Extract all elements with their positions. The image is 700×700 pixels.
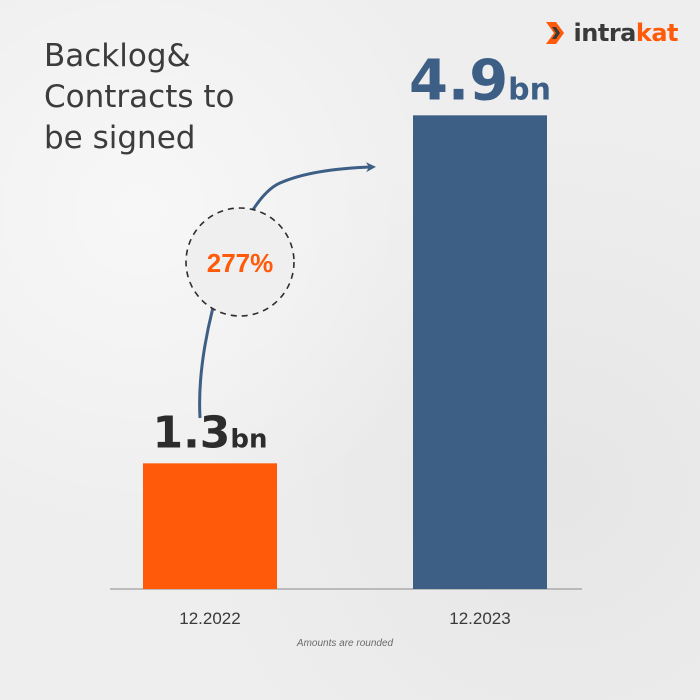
logo-mark-icon: [545, 22, 564, 44]
bar-12.2023: [413, 115, 547, 589]
growth-circle: [185, 207, 295, 317]
bar-12.2022: [143, 463, 277, 589]
page-title: Backlog& Contracts to be signed: [44, 38, 235, 156]
x-tick-label: 12.2023: [449, 609, 510, 628]
logo-text: intrakat: [573, 19, 679, 47]
x-tick-label: 12.2022: [179, 609, 240, 628]
bar-value-label: 4.9bn: [409, 48, 551, 113]
footnote: Amounts are rounded: [296, 638, 394, 649]
bar-value-label: 1.3bn: [152, 407, 267, 458]
brand-logo: intrakat: [542, 19, 679, 47]
growth-arrow: [198, 162, 376, 419]
growth-label: 277%: [207, 248, 274, 278]
